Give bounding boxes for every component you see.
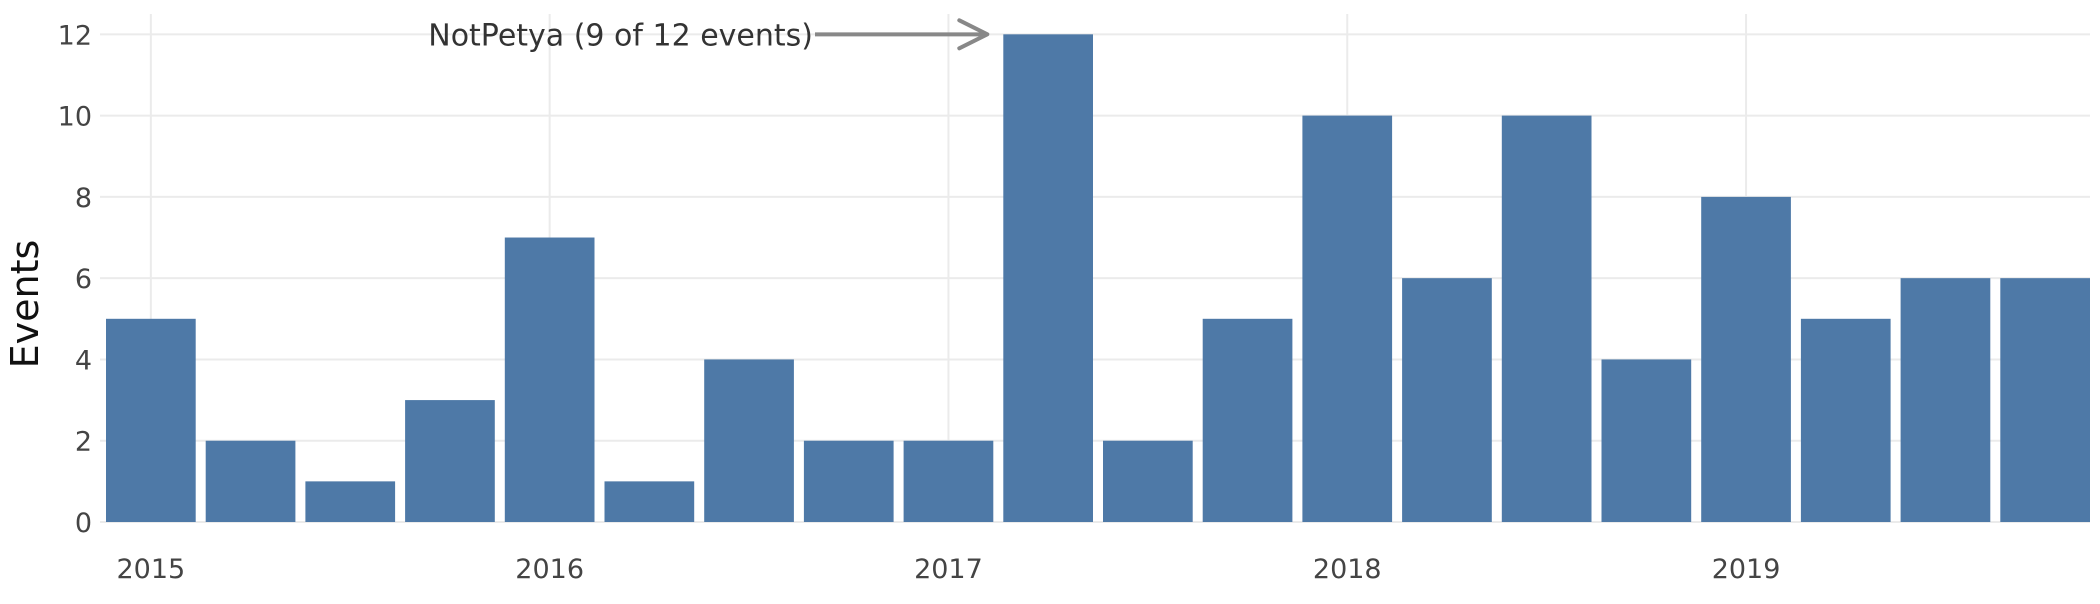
x-tick-label: 2019 <box>1712 554 1781 585</box>
bar[interactable] <box>2000 278 2090 522</box>
y-tick-label: 12 <box>58 20 92 51</box>
y-axis-title: Events <box>3 240 47 369</box>
x-tick-label: 2017 <box>914 554 983 585</box>
bar[interactable] <box>704 359 794 522</box>
y-tick-label: 10 <box>58 102 92 133</box>
x-tick-label: 2015 <box>116 554 185 585</box>
bar[interactable] <box>1003 34 1093 522</box>
y-tick-label: 8 <box>75 183 92 214</box>
x-tick-labels: 2015 2016 2017 2018 2019 <box>116 554 1780 585</box>
bar[interactable] <box>106 318 196 522</box>
x-tick-label: 2018 <box>1313 554 1382 585</box>
bar[interactable] <box>1402 278 1492 522</box>
annotation-text: NotPetya (9 of 12 events) <box>428 18 813 53</box>
bar[interactable] <box>604 481 695 522</box>
y-tick-label: 4 <box>75 345 92 376</box>
bar[interactable] <box>1501 115 1592 522</box>
bars-layer <box>106 34 2090 522</box>
grid-layer <box>100 14 2090 523</box>
y-tick-label: 0 <box>75 508 92 539</box>
x-tick-label: 2016 <box>515 554 584 585</box>
bar[interactable] <box>305 481 396 522</box>
y-tick-label: 2 <box>75 427 92 458</box>
y-tick-labels: 0 2 4 6 8 10 12 <box>58 20 92 539</box>
bar[interactable] <box>1202 318 1293 522</box>
bar[interactable] <box>903 440 994 522</box>
bar[interactable] <box>1302 115 1393 522</box>
bar[interactable] <box>1103 440 1193 522</box>
bar[interactable] <box>1601 359 1692 522</box>
bar[interactable] <box>405 400 495 522</box>
bar[interactable] <box>1701 196 1791 522</box>
bar[interactable] <box>1900 278 1991 522</box>
annotation: NotPetya (9 of 12 events) <box>428 18 990 53</box>
bar[interactable] <box>803 440 894 522</box>
y-tick-label: 6 <box>75 264 92 295</box>
bar[interactable] <box>504 237 595 522</box>
bar[interactable] <box>205 440 296 522</box>
bar[interactable] <box>1800 318 1891 522</box>
